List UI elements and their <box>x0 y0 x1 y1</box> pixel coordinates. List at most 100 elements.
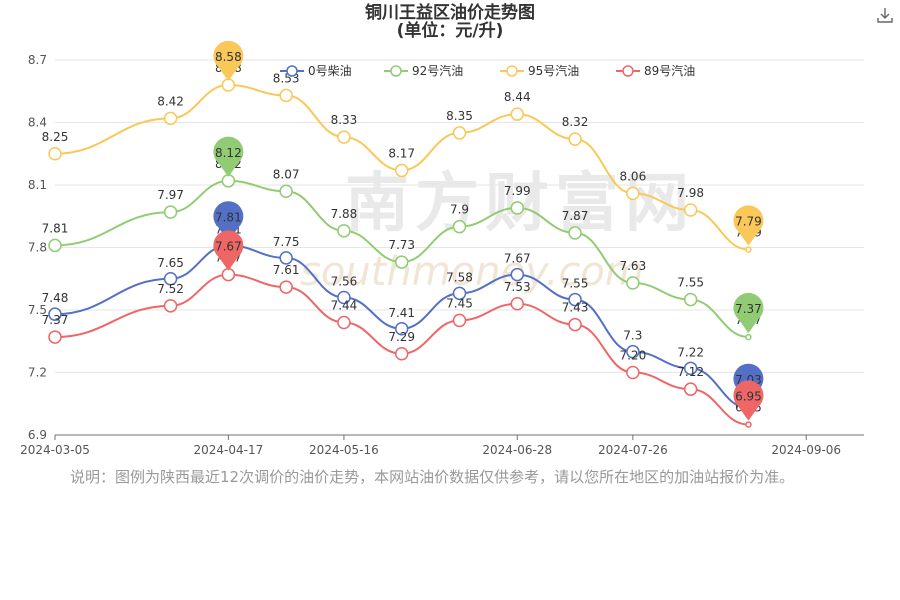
pin-label: 7.37 <box>735 302 762 316</box>
data-label: 7.22 <box>677 345 704 359</box>
data-point[interactable] <box>163 299 178 313</box>
legend-label: 95号汽油 <box>528 63 579 78</box>
data-label: 7.99 <box>504 184 531 198</box>
data-point[interactable] <box>337 290 351 305</box>
data-label: 7.9 <box>450 203 469 217</box>
data-point[interactable] <box>163 272 178 286</box>
data-label: 7.73 <box>388 238 415 252</box>
data-label: 7.55 <box>562 277 589 291</box>
pin-shape <box>213 136 244 177</box>
data-point[interactable] <box>745 246 752 253</box>
data-point[interactable] <box>510 297 525 311</box>
pin-marker: 8.12 <box>213 136 244 177</box>
x-tick-label: 2024-06-28 <box>482 443 552 457</box>
data-point[interactable] <box>626 186 640 201</box>
data-point[interactable] <box>337 315 351 330</box>
data-label: 7.63 <box>619 259 646 273</box>
data-point[interactable] <box>279 88 293 103</box>
data-label: 7.45 <box>446 296 473 310</box>
legend-item[interactable]: 95号汽油 <box>500 63 579 78</box>
legend: 0号柴油 92号汽油 95号汽油 89号汽油 <box>280 63 695 78</box>
data-point[interactable] <box>279 184 293 198</box>
y-tick-label: 6.9 <box>28 428 47 442</box>
y-tick-label: 8.7 <box>28 53 47 67</box>
pin-label: 8.12 <box>215 146 242 160</box>
data-point[interactable] <box>683 361 698 376</box>
data-label: 7.52 <box>157 282 184 296</box>
data-label: 8.06 <box>619 169 646 183</box>
legend-symbol <box>286 65 298 77</box>
legend-item[interactable]: 0号柴油 <box>280 64 352 78</box>
data-point[interactable] <box>279 251 293 265</box>
data-point[interactable] <box>394 255 409 269</box>
data-label: 8.17 <box>388 146 415 160</box>
data-point[interactable] <box>626 365 640 380</box>
axes: 6.9 7.2 7.5 7.8 8.1 8.4 8.7 2024-03-05 2024-04-1… <box>20 53 864 457</box>
legend-item[interactable]: 92号汽油 <box>384 63 463 78</box>
x-tick-label: 2024-03-05 <box>20 443 90 457</box>
chart-subtitle: (单位：元/升) <box>396 21 504 41</box>
data-point[interactable] <box>394 163 409 178</box>
data-label: 8.33 <box>331 113 358 127</box>
watermark-sub-text: southmoney.com <box>300 249 644 295</box>
data-label: 7.41 <box>388 306 415 320</box>
data-label: 8.25 <box>42 130 69 144</box>
x-tick-label: 2024-05-16 <box>309 443 379 457</box>
data-point[interactable] <box>394 322 409 336</box>
data-point[interactable] <box>626 344 640 359</box>
data-point[interactable] <box>626 276 640 290</box>
data-point[interactable] <box>337 130 351 144</box>
data-point[interactable] <box>510 201 525 215</box>
data-point[interactable] <box>510 267 525 282</box>
data-point[interactable] <box>683 382 698 396</box>
data-point[interactable] <box>48 307 62 321</box>
data-point[interactable] <box>394 347 409 361</box>
data-label: 7.65 <box>157 256 184 270</box>
pin-marker: 7.81 <box>213 201 244 242</box>
pin-shape <box>213 40 244 81</box>
data-point[interactable] <box>568 226 582 240</box>
data-point[interactable] <box>745 333 752 341</box>
data-label: 8.44 <box>504 90 531 104</box>
legend-symbol <box>506 65 518 77</box>
legend-item[interactable]: 89号汽油 <box>616 63 695 78</box>
data-point[interactable] <box>48 330 62 344</box>
data-point[interactable] <box>568 292 582 307</box>
data-label: 7.97 <box>157 188 184 202</box>
download-icon[interactable] <box>876 6 894 24</box>
pin-shape <box>733 380 764 421</box>
pin-marker: 7.37 <box>733 292 764 334</box>
data-point[interactable] <box>510 107 525 121</box>
data-point[interactable] <box>568 317 582 332</box>
data-point[interactable] <box>279 280 293 294</box>
data-point[interactable] <box>337 224 351 238</box>
data-label: 7.12 <box>677 365 704 379</box>
pin-label: 7.79 <box>735 215 762 229</box>
y-tick-label: 7.8 <box>28 241 47 255</box>
data-label: 7.29 <box>388 330 415 344</box>
data-point[interactable] <box>568 132 582 146</box>
pin-label: 7.67 <box>215 240 242 254</box>
x-tick-label: 2024-07-26 <box>598 443 668 457</box>
data-label: 7.98 <box>677 186 704 200</box>
data-point[interactable] <box>48 238 62 253</box>
data-point[interactable] <box>452 286 467 301</box>
data-point[interactable] <box>683 203 698 217</box>
data-label: 7.61 <box>273 263 300 277</box>
data-point[interactable] <box>452 219 467 234</box>
data-label: 8.32 <box>562 115 589 129</box>
data-point[interactable] <box>683 292 698 307</box>
data-point[interactable] <box>163 111 178 126</box>
data-label: 7.44 <box>331 299 358 313</box>
line-chart: 南方财富网 southmoney.com 6.97.27.57.88.18.48… <box>20 40 864 457</box>
pin-label: 7.81 <box>215 210 242 224</box>
footnote: 说明：图例为陕西最近12次调价的油价走势，本网站油价数据仅供参考，请以您所在地区… <box>70 468 795 486</box>
data-point[interactable] <box>745 421 752 428</box>
data-point[interactable] <box>452 313 467 328</box>
data-point[interactable] <box>163 205 178 219</box>
data-point[interactable] <box>48 147 62 161</box>
x-tick-label: 2024-09-06 <box>771 443 841 457</box>
data-label: 7.88 <box>331 207 358 221</box>
pin-marker: 7.79 <box>733 205 764 246</box>
data-point[interactable] <box>452 126 467 140</box>
